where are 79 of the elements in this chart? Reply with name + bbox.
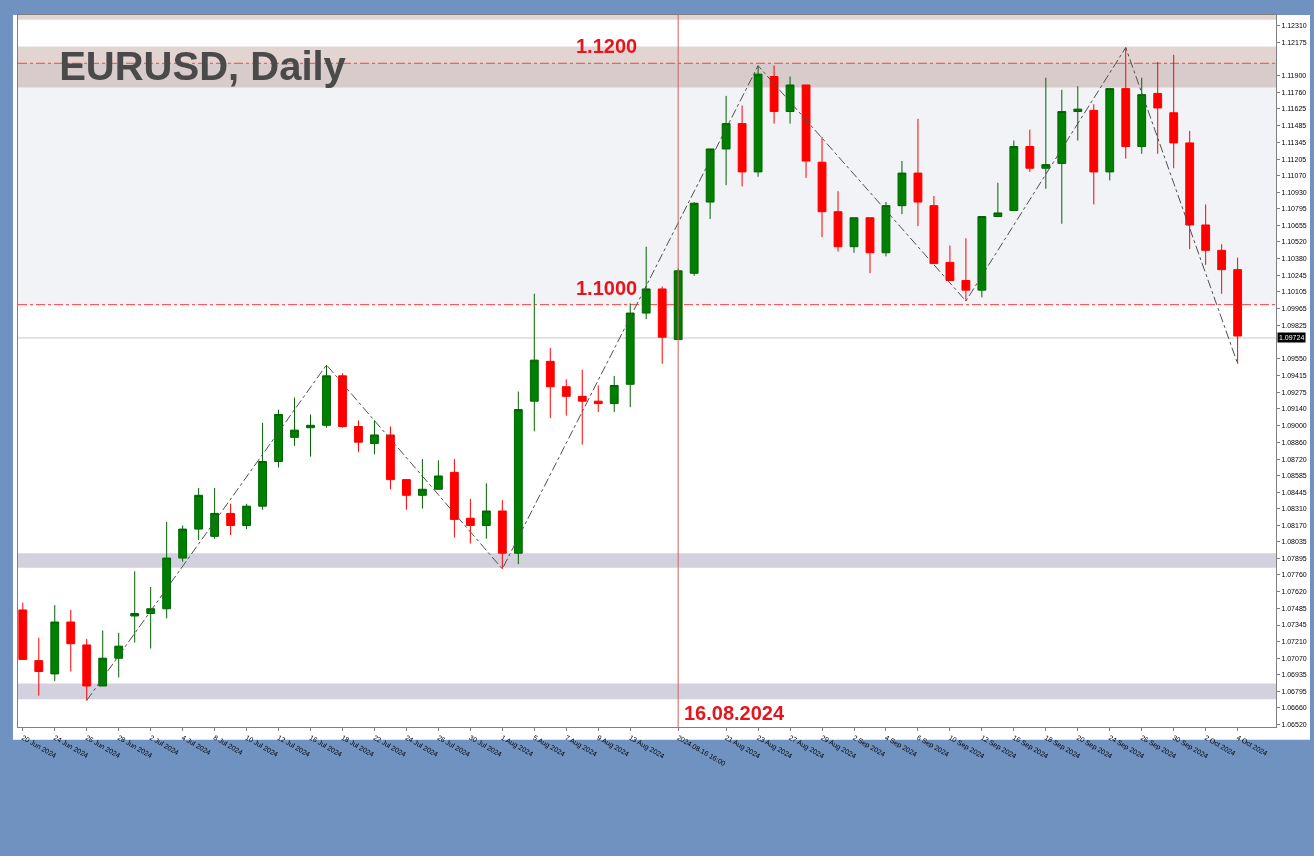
candlestick xyxy=(1217,243,1227,295)
candlestick xyxy=(418,458,427,510)
candlestick xyxy=(657,286,667,365)
candlestick xyxy=(98,629,108,687)
candlestick xyxy=(433,459,443,490)
candlestick xyxy=(1057,89,1067,225)
candlestick xyxy=(865,217,875,274)
candlestick xyxy=(1121,47,1131,160)
candlestick xyxy=(130,570,140,644)
candlestick xyxy=(561,378,571,417)
candlestick xyxy=(242,503,251,530)
candlestick xyxy=(66,609,76,672)
candlestick xyxy=(370,419,379,455)
candlestick xyxy=(1185,130,1195,250)
candlestick xyxy=(1089,103,1099,205)
candlestick xyxy=(354,419,363,453)
candlestick xyxy=(34,637,44,697)
candlestick xyxy=(529,293,539,432)
candlestick xyxy=(849,217,859,254)
candlestick xyxy=(1137,77,1147,155)
candlestick xyxy=(1201,203,1211,266)
ref-line-label: 1.1200 xyxy=(576,35,638,57)
candlestick xyxy=(945,244,955,281)
candlestick xyxy=(481,482,491,540)
candlestick xyxy=(178,524,188,563)
candlestick xyxy=(50,604,60,682)
candlestick xyxy=(721,95,731,186)
candlestick xyxy=(545,347,555,419)
candlestick xyxy=(18,602,28,660)
candlestick xyxy=(1233,257,1243,365)
ref-line-label: 16.08.2024 xyxy=(684,702,785,724)
candlestick xyxy=(833,190,843,253)
candlestick xyxy=(753,65,763,178)
candlestick xyxy=(897,160,907,215)
candlestick xyxy=(737,105,747,187)
candlestick xyxy=(929,195,939,265)
candlestick xyxy=(705,148,715,220)
candlestick xyxy=(1073,85,1083,142)
candlestick xyxy=(593,384,603,413)
candlestick xyxy=(689,201,699,277)
candlestick xyxy=(881,201,891,257)
candlestick xyxy=(290,397,299,447)
candlestick xyxy=(1153,61,1163,155)
candlestick xyxy=(609,375,619,413)
candlestick xyxy=(210,487,220,540)
ref-line-label: 1.1000 xyxy=(576,277,638,299)
candlestick xyxy=(1025,129,1035,173)
candlestick xyxy=(465,498,475,545)
candlestick xyxy=(641,246,651,320)
candlestick xyxy=(386,426,395,490)
candlestick xyxy=(625,302,635,408)
candlestick xyxy=(977,216,987,298)
candlestick xyxy=(817,136,827,238)
candlestick xyxy=(322,364,331,429)
candlestick xyxy=(402,479,411,511)
candlestick xyxy=(114,632,124,679)
candlestick xyxy=(577,369,587,446)
candlestick xyxy=(306,413,315,458)
candlestick xyxy=(801,84,811,179)
candlestick xyxy=(82,638,92,701)
candlestick xyxy=(338,372,347,429)
candlestick xyxy=(449,458,459,539)
candlestick xyxy=(785,76,795,125)
candlestick xyxy=(1009,140,1019,211)
candlestick xyxy=(513,391,523,565)
candlestick xyxy=(497,499,507,570)
candlestick xyxy=(162,521,172,619)
candlestick xyxy=(1041,77,1051,190)
candlestick xyxy=(1105,88,1115,181)
candlestick xyxy=(769,65,779,125)
candlestick xyxy=(226,503,236,536)
candlestick xyxy=(274,409,283,469)
candlestick xyxy=(961,237,971,302)
candlestick xyxy=(913,118,923,227)
candlestick xyxy=(1169,54,1179,169)
candlestick xyxy=(258,422,267,511)
candlestick xyxy=(993,182,1003,218)
candlestick xyxy=(194,487,204,541)
candlestick xyxy=(146,586,156,650)
